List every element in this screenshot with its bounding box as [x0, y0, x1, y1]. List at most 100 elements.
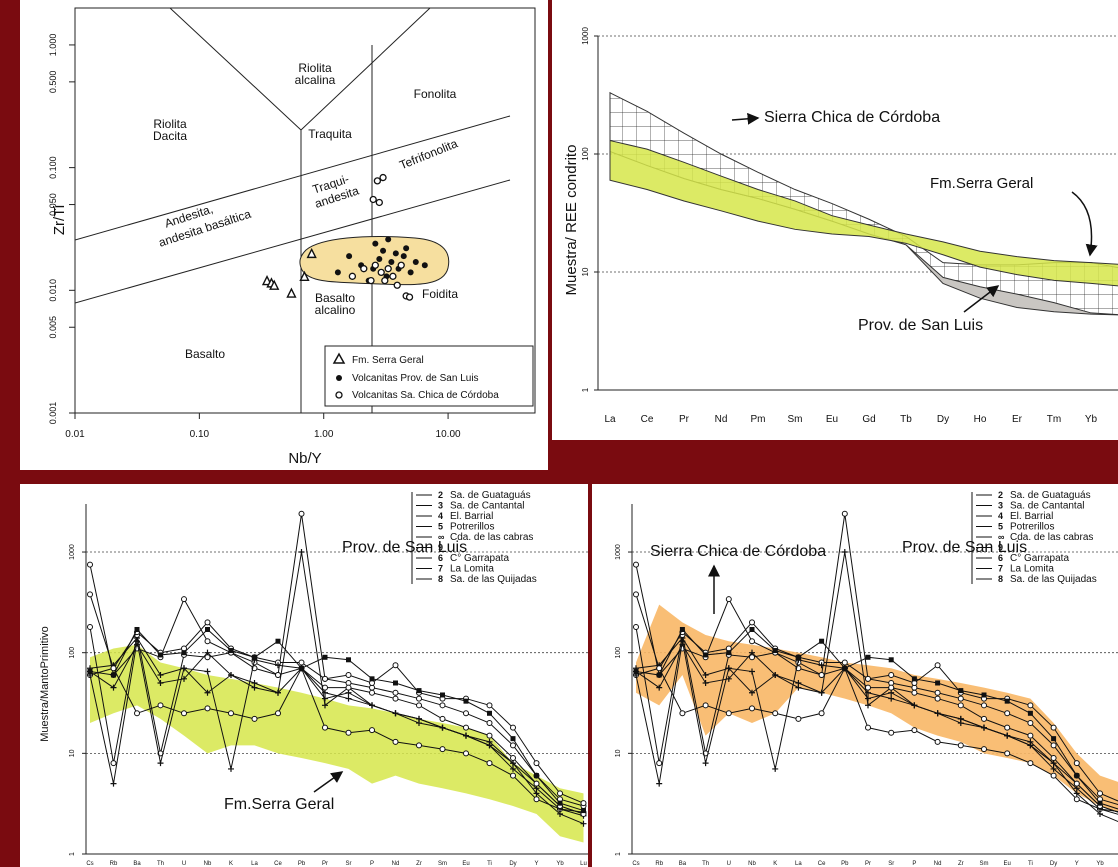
data-point [557, 790, 563, 797]
series-line [635, 513, 1118, 805]
data-point [819, 638, 825, 644]
open-circle-point [389, 272, 397, 280]
x-tick-label: 0.01 [65, 429, 85, 440]
legend: 2 Sa. de Guataguás 3 Sa. de Cantantal 4 El. B… [971, 490, 1097, 585]
data-point [87, 672, 93, 679]
legend-label: Volcanitas Sa. Chica de Córdoba [352, 390, 499, 401]
data-point [772, 672, 779, 679]
x-tick-label: Pb [841, 861, 849, 867]
data-point [157, 679, 164, 686]
data-point [726, 650, 732, 656]
open-circle-point [369, 195, 377, 204]
x-tick-label: Y [534, 861, 538, 867]
filled-circle-point [376, 255, 383, 262]
data-point [251, 715, 258, 722]
x-tick-label: La [795, 861, 802, 867]
series-line [635, 594, 1118, 802]
x-tick-label: Pr [865, 861, 871, 867]
data-point [957, 702, 964, 709]
data-point [934, 695, 941, 702]
legend-label: Sa. de las Quijadas [450, 574, 537, 585]
legend-number: ∞ [998, 532, 1005, 542]
x-tick-label: Pb [298, 861, 306, 867]
legend-label: Sa. de las Quijadas [1010, 574, 1097, 585]
data-point [841, 510, 848, 517]
open-circle-point [397, 261, 405, 269]
filled-circle-point [400, 253, 407, 260]
data-point [393, 680, 398, 686]
data-point [633, 669, 639, 675]
data-point [702, 702, 709, 709]
filled-circle-point [380, 247, 387, 254]
data-point [1097, 810, 1103, 817]
y-axis-label: Muestra/MantoPrimitivo [39, 626, 51, 742]
data-point [1027, 732, 1034, 739]
x-tick-label: Gd [862, 414, 875, 425]
data-point [1050, 772, 1057, 779]
x-tick-label: Sr [888, 861, 894, 867]
field-label: alcalina [295, 73, 336, 87]
data-point [888, 672, 895, 679]
data-point [749, 705, 755, 712]
triangle-point [306, 247, 317, 259]
data-point [392, 738, 399, 745]
y-tick-label: 1000 [69, 544, 76, 560]
filled-circle-point [392, 250, 399, 257]
x-tick-label: Y [1075, 861, 1079, 867]
x-tick-label: Eu [826, 414, 838, 425]
data-point [633, 591, 639, 598]
series-line [89, 626, 584, 815]
y-tick-label: 1000 [581, 27, 590, 45]
data-point [439, 746, 446, 753]
data-point [275, 662, 281, 669]
san-luis-band [609, 92, 1118, 316]
data-point [865, 675, 871, 682]
data-point [510, 736, 516, 742]
y-tick-label: 1.000 [48, 34, 58, 57]
data-point [888, 657, 894, 663]
data-point [110, 684, 117, 691]
annotation-arrow [731, 112, 760, 125]
data-point [463, 710, 469, 717]
data-point [911, 676, 917, 682]
field-label: Traquita [308, 127, 352, 141]
data-point [322, 724, 328, 731]
data-point [1004, 698, 1010, 704]
filled-circle-point [334, 269, 341, 276]
data-point [416, 742, 422, 749]
data-point [228, 765, 234, 772]
data-point [818, 672, 825, 679]
field-boundary [169, 8, 302, 131]
data-point [181, 596, 187, 603]
x-tick-label: 10.00 [436, 429, 461, 440]
annotation-serra-geral: Fm.Serra Geral [930, 175, 1033, 192]
open-circle-marker-icon [335, 391, 343, 399]
legend-number: 8 [438, 574, 443, 584]
legend-label: Sa. de Cantantal [450, 501, 525, 512]
y-tick-label: 10 [581, 267, 590, 276]
data-point [533, 796, 540, 803]
data-point [111, 672, 116, 678]
data-point [865, 702, 871, 709]
legend-number: 7 [438, 564, 443, 574]
data-point [369, 727, 375, 734]
data-point [772, 648, 778, 654]
data-point [749, 638, 755, 645]
data-point [322, 689, 328, 696]
data-point [533, 780, 540, 787]
x-tick-label: Dy [509, 861, 516, 867]
data-point [1051, 736, 1057, 742]
data-point [1027, 738, 1034, 745]
data-point [275, 672, 281, 679]
data-point [795, 715, 802, 722]
data-point [205, 626, 210, 632]
series-line [89, 641, 584, 825]
data-point [633, 623, 639, 630]
data-point [981, 715, 987, 722]
annotation-san-luis: Prov. de San Luis [858, 317, 983, 334]
x-tick-label: Eu [462, 861, 469, 867]
legend: Fm. Serra Geral Volcanitas Prov. de San … [324, 345, 534, 407]
data-point [158, 652, 163, 658]
annotation-sierra-chica: Sierra Chica de Córdoba [764, 109, 940, 126]
data-point [534, 773, 539, 779]
